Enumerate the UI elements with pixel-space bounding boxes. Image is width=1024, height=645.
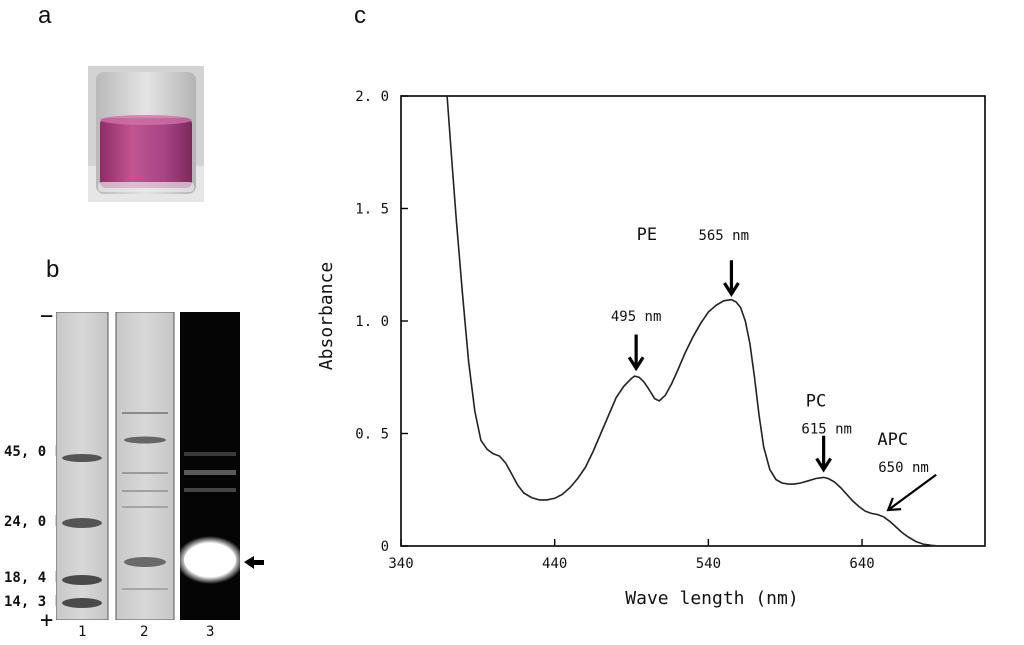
marker-label-45k: 45, 0 k [4, 444, 64, 460]
gel-lane-3 [176, 312, 244, 620]
y-tick-label: 1. 0 [355, 314, 389, 330]
lane-label-1: 1 [78, 624, 87, 640]
panel-label-c: c [354, 2, 366, 29]
gel-lane-2 [115, 312, 175, 620]
gel-polarity-bottom: + [40, 608, 54, 633]
annotation-pc: PC [806, 392, 826, 412]
absorbance-series-line [446, 95, 985, 547]
annotation-565-nm: 565 nm [698, 228, 749, 244]
gel-lane-1 [56, 312, 109, 620]
annotation-apc: APC [877, 430, 908, 450]
y-tick-label: 1. 5 [355, 202, 389, 218]
vial-photo [88, 66, 204, 202]
arrow-565 [723, 260, 740, 297]
annotation-615-nm: 615 nm [801, 422, 852, 438]
marker-label-14k: 14, 3 k [4, 594, 64, 610]
x-tick-label: 340 [388, 556, 413, 572]
marker-label-24k: 24, 0 k [4, 514, 64, 530]
panel-label-a: a [38, 2, 52, 29]
vial-liquid [100, 118, 192, 188]
annotation-pe: PE [637, 225, 657, 245]
marker-label-18k: 18, 4 k [4, 570, 64, 586]
x-axis-label: Wave length (nm) [625, 588, 798, 609]
arrow-650 [886, 473, 937, 512]
annotation-650-nm: 650 nm [878, 460, 929, 476]
arrow-615 [815, 435, 832, 473]
annotation-495-nm: 495 nm [611, 309, 662, 325]
y-tick-label: 2. 0 [355, 89, 389, 105]
y-axis-label: Absorbance [316, 262, 337, 370]
y-tick-label: 0 [381, 539, 389, 555]
y-tick-label: 0. 5 [355, 427, 389, 443]
x-tick-label: 440 [542, 556, 567, 572]
x-tick-label: 540 [696, 556, 721, 572]
lane-label-2: 2 [140, 624, 149, 640]
x-tick-label: 640 [849, 556, 874, 572]
lane-label-3: 3 [206, 624, 215, 640]
gel-band-arrow [244, 556, 264, 569]
gel-images [56, 312, 264, 620]
gel-polarity-top: − [40, 304, 54, 329]
panel-label-b: b [46, 256, 60, 283]
arrow-495 [627, 334, 645, 372]
plot-frame [400, 95, 986, 547]
